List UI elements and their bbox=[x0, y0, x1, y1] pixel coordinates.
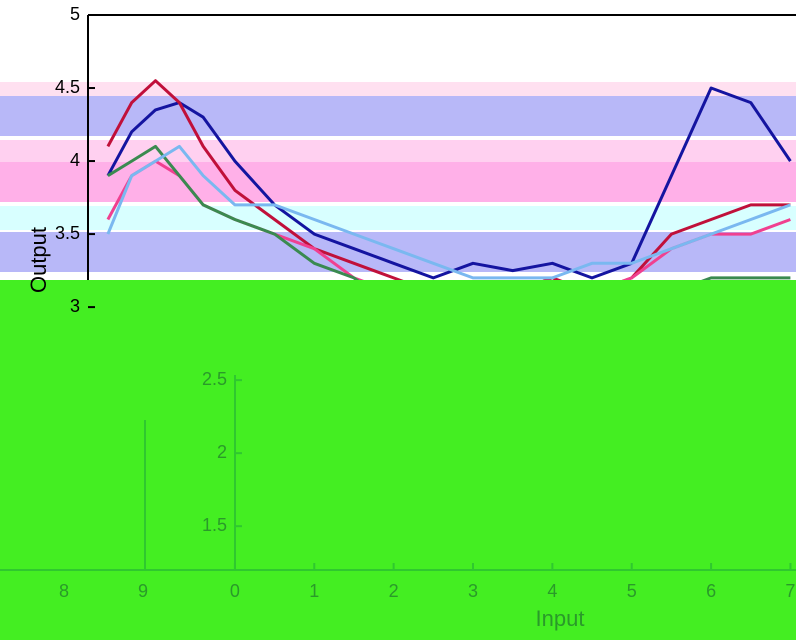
x-tick-label: 2 bbox=[389, 581, 399, 601]
data-line bbox=[106, 144, 791, 280]
x-tick-label: 0 bbox=[230, 581, 240, 601]
wrapped-x-tick-label: 8 bbox=[59, 581, 69, 601]
band bbox=[0, 206, 796, 230]
band bbox=[0, 96, 796, 136]
x-tick-label: 7 bbox=[785, 581, 795, 601]
y-tick-label: 4.5 bbox=[55, 77, 80, 97]
y-tick-label: 1.5 bbox=[202, 515, 227, 535]
glitch-bands bbox=[0, 82, 796, 272]
band bbox=[0, 82, 796, 96]
y-tick-label: 2.5 bbox=[202, 369, 227, 389]
y-tick-label: 5 bbox=[70, 4, 80, 24]
x-tick-label: 6 bbox=[706, 581, 716, 601]
y-tick-label: 4 bbox=[70, 150, 80, 170]
y-tick-label: 3.5 bbox=[55, 223, 80, 243]
x-tick-label: 4 bbox=[547, 581, 557, 601]
x-axis-label: Input bbox=[536, 606, 585, 631]
x-tick-label: 5 bbox=[627, 581, 637, 601]
y-tick-label: 3 bbox=[70, 296, 80, 316]
data-line bbox=[106, 86, 792, 280]
x-tick-label: 1 bbox=[309, 581, 319, 601]
band bbox=[0, 140, 796, 162]
y-axis-label: Output bbox=[26, 227, 51, 293]
wrapped-x-tick-label: 9 bbox=[138, 581, 148, 601]
x-tick-label: 3 bbox=[468, 581, 478, 601]
glitch-overlay bbox=[0, 280, 796, 640]
y-tick-label: 2 bbox=[217, 442, 227, 462]
